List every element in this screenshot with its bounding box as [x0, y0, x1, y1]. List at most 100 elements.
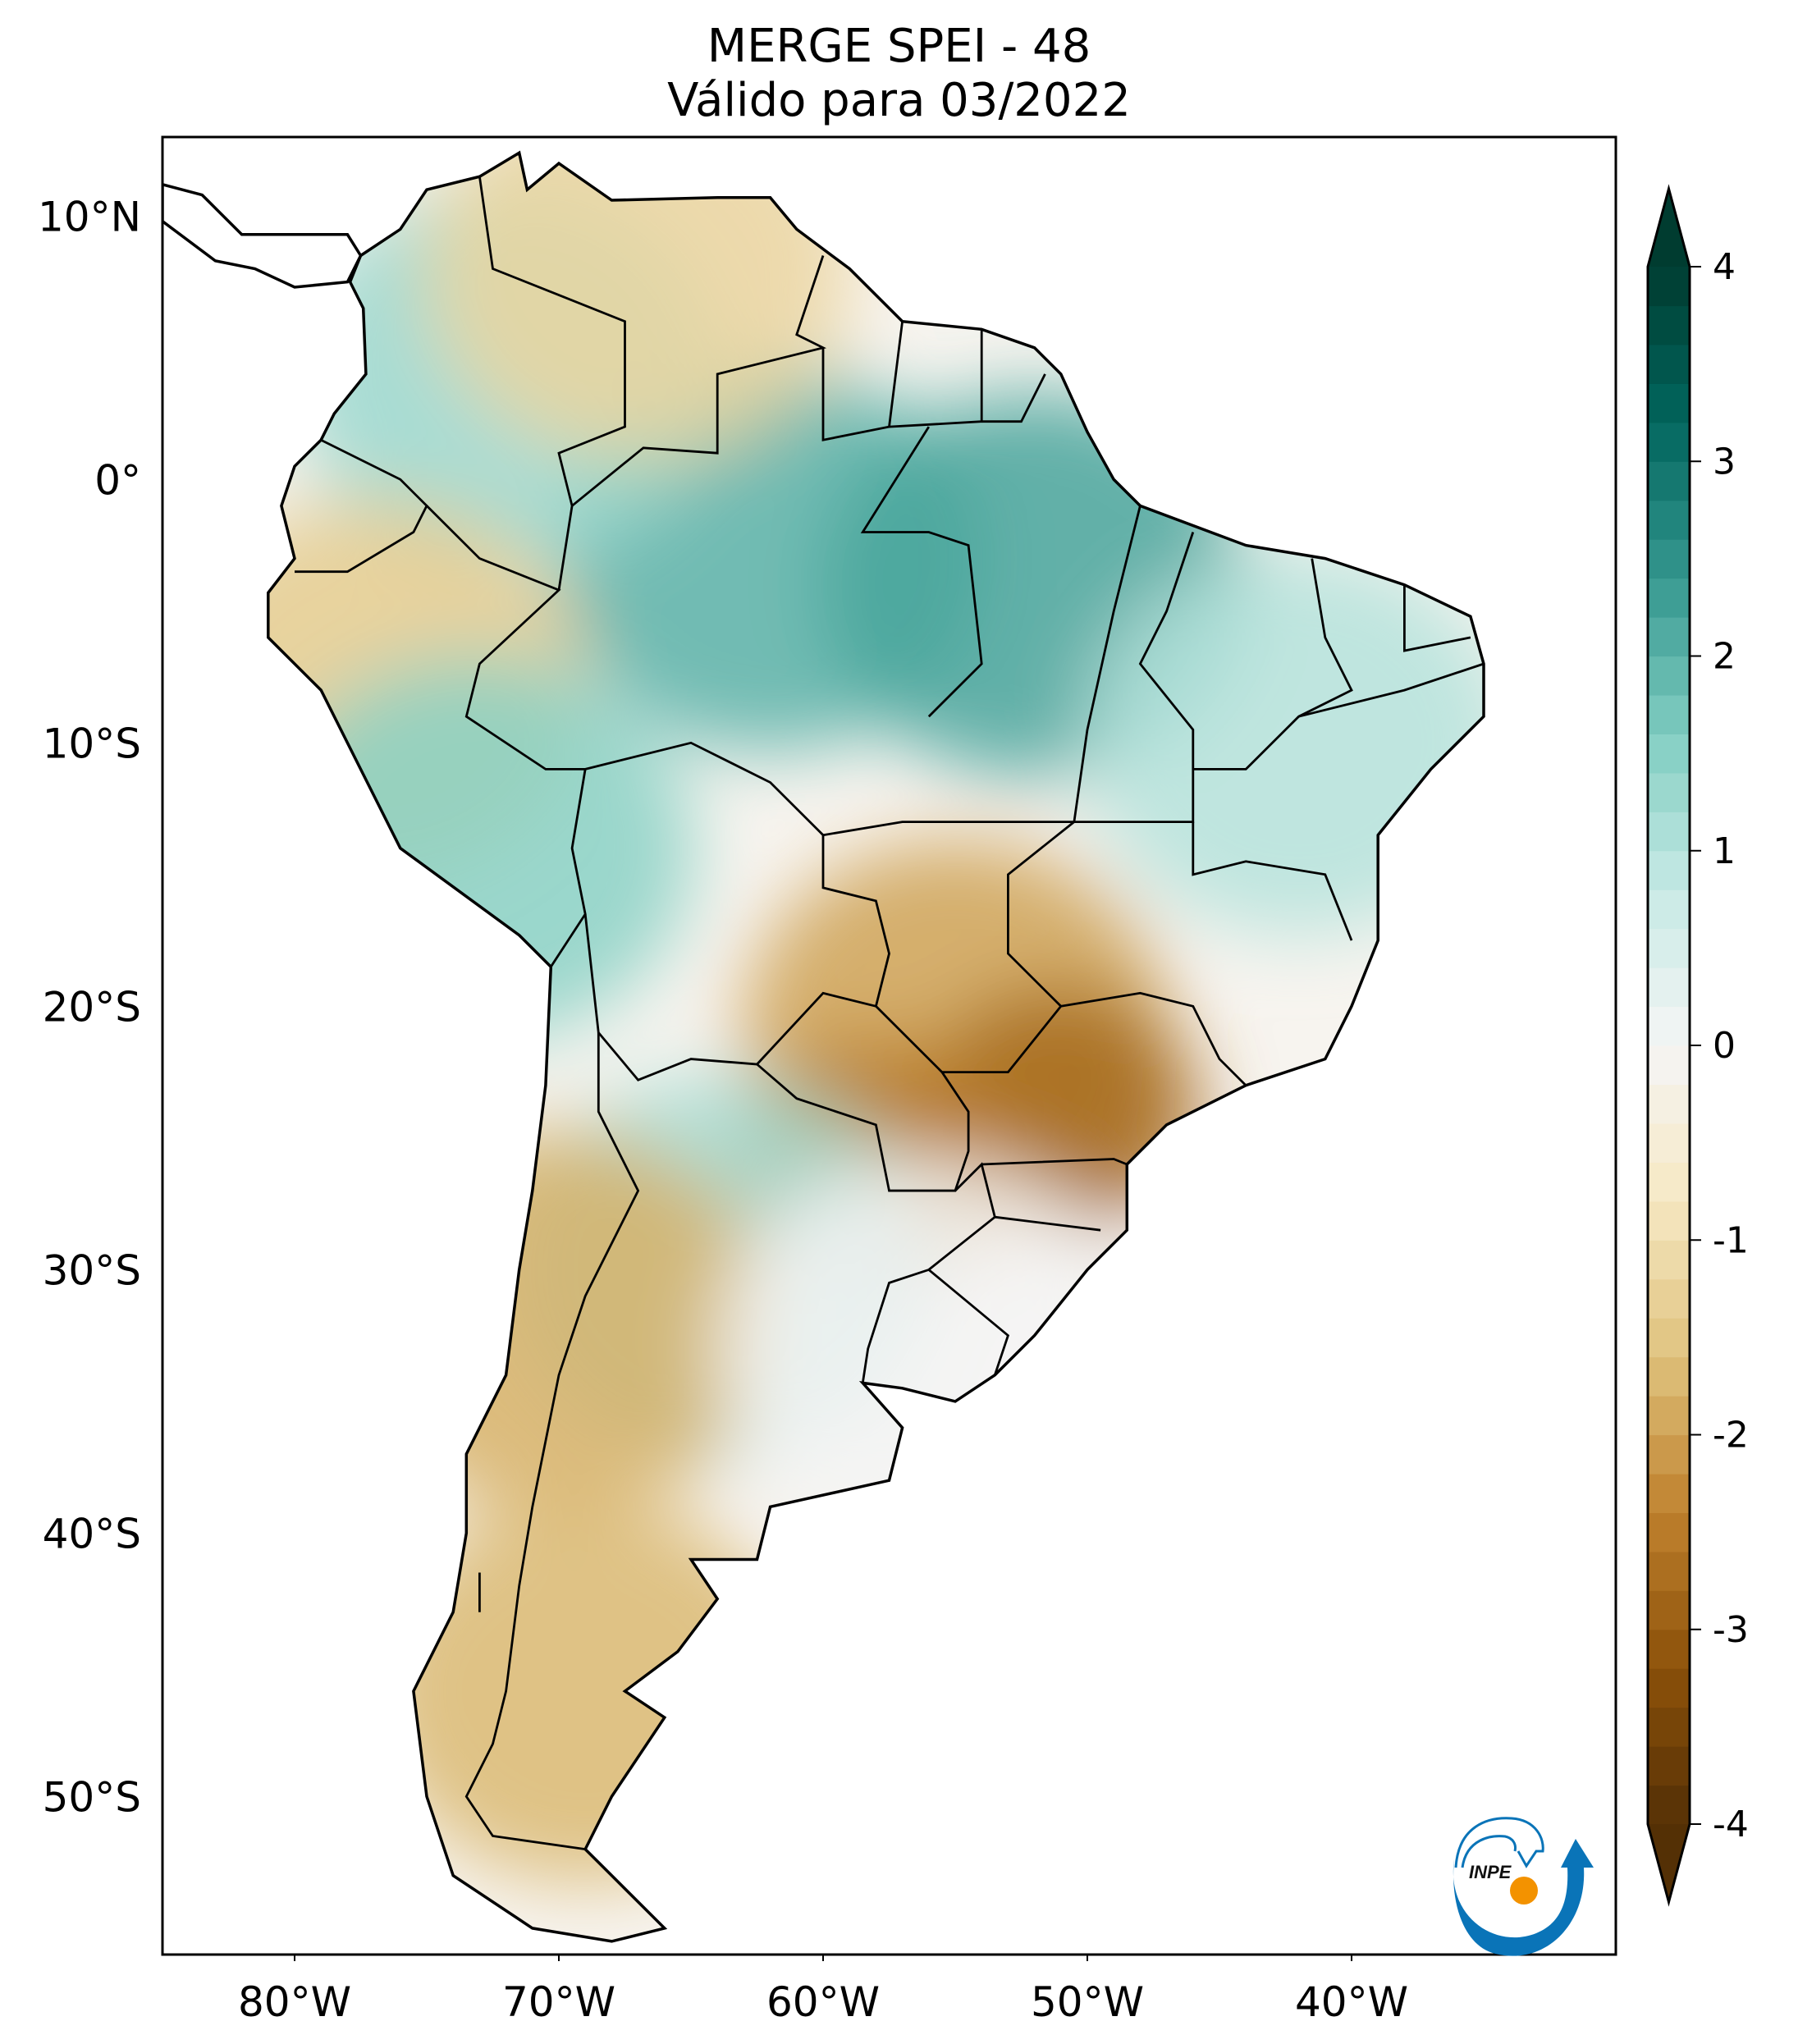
colorbar-segment: [1648, 889, 1690, 930]
x-tick-label: 40°W: [1295, 1978, 1408, 2026]
country-border: [584, 741, 890, 1007]
y-tick-label: 0°: [94, 456, 141, 504]
colorbar-segment: [1648, 928, 1690, 968]
logo-sun: [1510, 1877, 1538, 1905]
inpe-logo: INPE: [1453, 1817, 1594, 1956]
spei-region: [715, 1156, 1142, 1541]
x-axis-ticks: 80°W 70°W 60°W 50°W 40°W: [238, 1955, 1408, 2026]
country-border: [927, 1269, 1010, 1376]
country-border: [860, 426, 983, 718]
colorbar-segment: [1648, 1629, 1690, 1669]
colorbar-segment: [1648, 617, 1690, 657]
colorbar-extend-min: [1648, 1824, 1690, 1902]
colorbar-segment: [1648, 1785, 1690, 1825]
colorbar-tick-label: 3: [1713, 441, 1736, 482]
country-borders: [295, 176, 1485, 1850]
colorbar-segment: [1648, 772, 1690, 812]
colorbar-segment: [1648, 967, 1690, 1008]
colorbar-tick-label: 4: [1713, 246, 1736, 288]
coastline: [267, 150, 1485, 1943]
colorbar-segment: [1648, 539, 1690, 579]
x-tick-label: 50°W: [1031, 1978, 1144, 2026]
colorbar-tick-label: -4: [1713, 1804, 1749, 1845]
country-border: [1298, 662, 1485, 718]
country-border: [571, 255, 827, 507]
colorbar-segment: [1648, 383, 1690, 423]
colorbar-segment: [1648, 344, 1690, 384]
y-tick-label: 10°S: [43, 720, 141, 767]
colorbar-segment: [1648, 1045, 1690, 1086]
country-border: [821, 321, 904, 441]
country-border: [464, 1032, 640, 1850]
country-border: [995, 1215, 1101, 1232]
colorbar-segment: [1648, 500, 1690, 540]
spei-region: [345, 1130, 772, 1515]
colorbar-segment: [1648, 1551, 1690, 1591]
colorbar-segment: [1648, 734, 1690, 774]
colorbar-segment: [1648, 1434, 1690, 1475]
country-border: [1403, 584, 1471, 652]
colorbar-tick-label: 0: [1713, 1025, 1736, 1067]
y-tick-label: 20°S: [43, 983, 141, 1031]
country-border: [981, 1158, 1128, 1166]
colorbar-segment: [1648, 694, 1690, 734]
country-border: [861, 1162, 996, 1383]
colorbar-segment: [1648, 1512, 1690, 1552]
y-tick-label: 10°N: [38, 193, 141, 240]
colorbar-segment: [1648, 1356, 1690, 1397]
spei-region: [1085, 551, 1484, 935]
colorbar-tick-label: 1: [1713, 830, 1736, 872]
colorbar-segment: [1648, 1162, 1690, 1202]
chart-subtitle: Válido para 03/2022: [667, 74, 1131, 127]
chart-title: MERGE SPEI - 48: [707, 20, 1091, 73]
colorbar-segment: [1648, 1473, 1690, 1513]
colorbar-segment: [1648, 1006, 1690, 1046]
colorbar-segment: [1648, 1278, 1690, 1319]
map-frame: [161, 135, 1617, 1956]
spei-region: [424, 153, 852, 461]
colorbar-segment: [1648, 267, 1690, 307]
colorbar-segment: [1648, 1200, 1690, 1241]
colorbar-segment: [1648, 1590, 1690, 1630]
colorbar-tick-label: 2: [1713, 636, 1736, 678]
country-border: [478, 176, 626, 591]
y-tick-label: 50°S: [43, 1773, 141, 1821]
colorbar-tick-label: -2: [1713, 1415, 1749, 1456]
country-border: [426, 505, 587, 967]
colorbar-segment: [1648, 1746, 1690, 1786]
colorbar-segment: [1648, 1318, 1690, 1358]
colorbar-segment: [1648, 850, 1690, 890]
country-border: [1007, 821, 1075, 1008]
x-tick-label: 60°W: [766, 1978, 880, 2026]
colorbar-segment: [1648, 461, 1690, 501]
y-tick-label: 40°S: [43, 1510, 141, 1557]
country-border: [1192, 558, 1353, 771]
land-fill: [268, 153, 1484, 1941]
central-america-coastline: [162, 182, 363, 289]
country-border: [295, 438, 428, 574]
colorbar-tick-label: -3: [1713, 1609, 1749, 1651]
country-border: [822, 505, 1141, 837]
colorbar: 4 3 2 1 0 -1 -2 -3 -4: [1646, 184, 1749, 1907]
country-border: [981, 373, 1046, 423]
y-tick-label: 30°S: [43, 1246, 141, 1294]
colorbar-segment: [1648, 1123, 1690, 1163]
logo-loop: [1454, 1817, 1544, 1868]
colorbar-segment: [1648, 578, 1690, 618]
colorbar-segment: [1648, 305, 1690, 345]
colorbar-segment: [1648, 656, 1690, 696]
logo-swoosh: [1453, 1839, 1594, 1956]
colorbar-tick-label: -1: [1713, 1219, 1749, 1261]
x-tick-label: 80°W: [238, 1978, 351, 2026]
country-border: [1192, 821, 1353, 941]
colorbar-segment: [1648, 422, 1690, 462]
colorbar-segment: [1648, 1668, 1690, 1708]
colorbar-segment: [1648, 1396, 1690, 1436]
logo-text: INPE: [1469, 1862, 1512, 1882]
colorbar-segment: [1648, 812, 1690, 852]
x-tick-label: 70°W: [502, 1978, 615, 2026]
spei-region: [268, 656, 693, 1040]
colorbar-segment: [1648, 1707, 1690, 1747]
country-border: [941, 991, 1247, 1086]
